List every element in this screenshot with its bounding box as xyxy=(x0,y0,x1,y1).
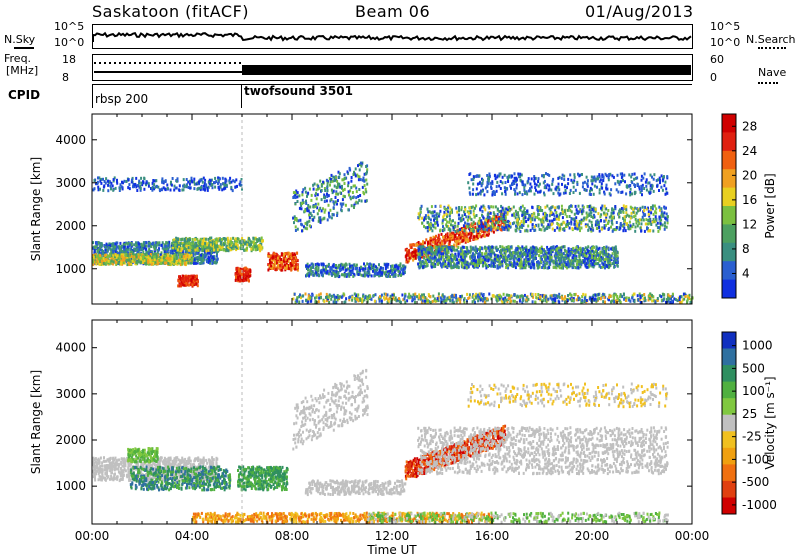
velocity-colorbar-segment xyxy=(722,431,736,449)
power-colorbar-segment xyxy=(722,224,736,244)
nsky-tick-top: 10^5 xyxy=(54,20,85,33)
power-colorbar-tick-label: 12 xyxy=(742,217,757,231)
power-colorbar-segment xyxy=(722,279,736,299)
cpid-label: CPID xyxy=(8,88,41,102)
velocity-ytick-label: 1000 xyxy=(55,479,86,493)
velocity-ylabel: Slant Range [km] xyxy=(29,370,43,474)
power-colorbar-segment xyxy=(722,132,736,152)
velocity-colorbar-segment xyxy=(722,447,736,465)
nave-legend-dots xyxy=(758,82,778,84)
freq-panel xyxy=(92,54,693,81)
power-colorbar-tick-label: 28 xyxy=(742,119,757,133)
velocity-colorbar-tick-label: -500 xyxy=(742,475,769,489)
velocity-ytick-label: 4000 xyxy=(55,341,86,355)
freq-label: Freq. xyxy=(4,52,32,65)
velocity-colorbar-segment xyxy=(722,332,736,349)
power-panel: 1000 2000 3000 4000 Slant Range [km] 4 8 12 16 20… xyxy=(29,113,777,305)
velocity-xlabel: Time UT xyxy=(366,543,417,554)
nsearch-tick-bottom: 10^0 xyxy=(710,36,741,49)
power-colorbar-segment xyxy=(722,169,736,189)
power-colorbar-label: Power [dB] xyxy=(763,173,777,238)
power-colorbar-segment xyxy=(722,187,736,207)
nsearch-tick-top: 10^5 xyxy=(710,20,741,33)
cpid-row-line xyxy=(92,84,692,85)
power-ytick-label: 4000 xyxy=(55,133,86,147)
velocity-colorbar-tick-label: 500 xyxy=(742,361,765,375)
velocity-colorbar-segment xyxy=(722,464,736,482)
power-ytick-label: 3000 xyxy=(55,176,86,190)
power-colorbar-tick-label: 16 xyxy=(742,193,757,207)
nsearch-legend-dots xyxy=(758,47,786,49)
velocity-xtick-label: 00:00 xyxy=(675,529,710,543)
velocity-colorbar-segment xyxy=(722,348,736,366)
nsky-label: N.Sky xyxy=(4,33,36,46)
velocity-colorbar-tick-label: 1000 xyxy=(742,339,773,353)
nsky-tick-bottom: 10^0 xyxy=(54,36,85,49)
cpid-1-label: rbsp 200 xyxy=(95,92,149,106)
velocity-colorbar-tick-label: -25 xyxy=(742,430,762,444)
velocity-xtick-label: 04:00 xyxy=(175,529,210,543)
velocity-xtick-label: 12:00 xyxy=(375,529,410,543)
power-colorbar-tick-label: 24 xyxy=(742,144,757,158)
velocity-xtick-label: 00:00 xyxy=(75,529,110,543)
nave-tick-bottom: 0 xyxy=(710,71,717,84)
velocity-colorbar-segment xyxy=(722,365,736,383)
velocity-colorbar-tick-label: -1000 xyxy=(742,498,777,512)
velocity-panel: 1000 2000 3000 4000 Slant Range [km] 00:00 04:… xyxy=(29,319,777,554)
nave-label: Nave xyxy=(758,66,787,79)
power-colorbar-frame xyxy=(721,113,737,299)
velocity-heatmap-cells xyxy=(92,368,669,524)
nsky-legend-line xyxy=(14,47,34,49)
power-colorbar-segment xyxy=(722,242,736,262)
station-title: Saskatoon (fitACF) xyxy=(92,2,250,21)
velocity-colorbar-segment xyxy=(722,381,736,399)
date-title: 01/Aug/2013 xyxy=(585,2,694,21)
velocity-colorbar: 1000 500 100 25 -25 -100 -500 -1000 Velocity [m … xyxy=(721,331,777,515)
nave-tick-top: 60 xyxy=(710,53,724,66)
velocity-colorbar-segment xyxy=(722,398,736,416)
power-colorbar-tick-label: 8 xyxy=(742,242,750,256)
velocity-colorbar-segment xyxy=(722,480,736,498)
power-ytick-label: 1000 xyxy=(55,262,86,276)
power-colorbar-tick-label: 4 xyxy=(742,266,750,280)
nsky-trace xyxy=(92,31,692,42)
cpid-2-label: twofsound 3501 xyxy=(244,84,353,98)
velocity-colorbar-tick-label: -100 xyxy=(742,452,769,466)
velocity-ytick-label: 3000 xyxy=(55,387,86,401)
velocity-colorbar-tick-label: 100 xyxy=(742,384,765,398)
nsearch-label: N.Search xyxy=(746,33,796,46)
freq-tick-bottom: 8 xyxy=(62,71,69,84)
velocity-colorbar-segment xyxy=(722,414,736,432)
power-colorbar-segment xyxy=(722,261,736,281)
cpid-start-marker xyxy=(92,84,93,108)
beam-title: Beam 06 xyxy=(355,2,431,21)
velocity-xtick-label: 20:00 xyxy=(575,529,610,543)
velocity-colorbar-frame xyxy=(721,331,737,515)
power-colorbar-segment xyxy=(722,206,736,225)
power-colorbar-segment xyxy=(722,150,736,170)
velocity-colorbar-segment xyxy=(722,497,736,515)
power-ylabel: Slant Range [km] xyxy=(29,157,43,261)
power-ytick-label: 2000 xyxy=(55,219,86,233)
cpid-switch-marker xyxy=(241,84,242,108)
freq-band-block xyxy=(242,65,691,75)
power-colorbar-tick-label: 20 xyxy=(742,168,757,182)
velocity-xtick-label: 08:00 xyxy=(275,529,310,543)
freq-tick-top: 18 xyxy=(62,53,76,66)
power-colorbar: 4 8 12 16 20 24 28 Power [dB] xyxy=(721,113,777,299)
velocity-colorbar-label: Velocity [m s⁻¹] xyxy=(763,376,777,469)
velocity-ytick-label: 2000 xyxy=(55,433,86,447)
power-colorbar-segment xyxy=(722,114,736,133)
freq-unit: [MHz] xyxy=(6,64,39,77)
velocity-xtick-label: 16:00 xyxy=(475,529,510,543)
velocity-colorbar-tick-label: 25 xyxy=(742,407,757,421)
power-heatmap-cells xyxy=(92,161,694,304)
nsky-panel xyxy=(92,24,693,49)
